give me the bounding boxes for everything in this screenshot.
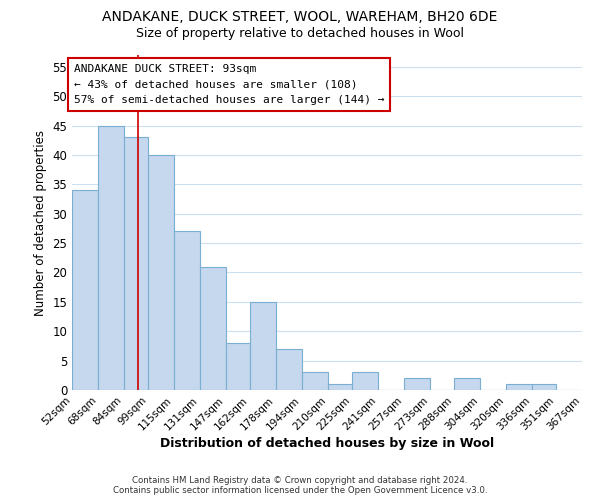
- Bar: [506, 384, 532, 390]
- Bar: [226, 343, 250, 390]
- Bar: [352, 372, 378, 390]
- Bar: [532, 384, 556, 390]
- Bar: [124, 138, 148, 390]
- Bar: [328, 384, 352, 390]
- Text: Contains HM Land Registry data © Crown copyright and database right 2024.
Contai: Contains HM Land Registry data © Crown c…: [113, 476, 487, 495]
- Bar: [276, 349, 302, 390]
- Bar: [174, 232, 200, 390]
- Bar: [148, 155, 174, 390]
- Bar: [302, 372, 328, 390]
- Bar: [454, 378, 480, 390]
- Text: Size of property relative to detached houses in Wool: Size of property relative to detached ho…: [136, 28, 464, 40]
- Y-axis label: Number of detached properties: Number of detached properties: [34, 130, 47, 316]
- Bar: [72, 190, 98, 390]
- Bar: [250, 302, 276, 390]
- Bar: [98, 126, 124, 390]
- Text: ANDAKANE, DUCK STREET, WOOL, WAREHAM, BH20 6DE: ANDAKANE, DUCK STREET, WOOL, WAREHAM, BH…: [103, 10, 497, 24]
- X-axis label: Distribution of detached houses by size in Wool: Distribution of detached houses by size …: [160, 438, 494, 450]
- Bar: [200, 266, 226, 390]
- Bar: [404, 378, 430, 390]
- Text: ANDAKANE DUCK STREET: 93sqm
← 43% of detached houses are smaller (108)
57% of se: ANDAKANE DUCK STREET: 93sqm ← 43% of det…: [74, 64, 384, 105]
